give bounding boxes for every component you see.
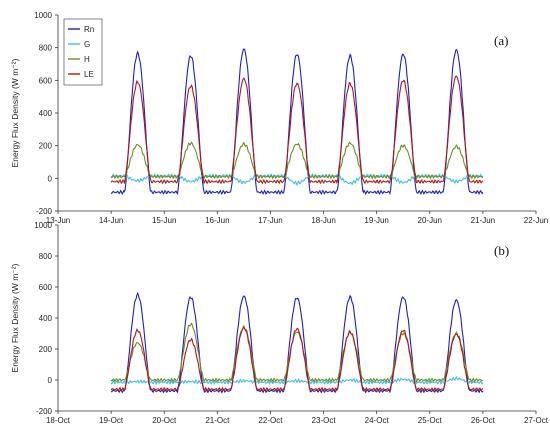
legend-label: G: [84, 40, 90, 49]
series-line-g: [110, 375, 484, 386]
panel-label: (a): [494, 33, 508, 48]
y-tick-label: 800: [39, 252, 53, 261]
y-axis-label: Energy Flux Density (W m⁻²): [10, 58, 20, 167]
legend-label: Rn: [84, 25, 94, 34]
y-tick-label: 1000: [34, 11, 52, 20]
y-axis-label: Energy Flux Density (W m⁻²): [10, 263, 20, 372]
series-line-h: [110, 141, 484, 180]
y-tick-label: 200: [39, 142, 53, 151]
x-tick-label: 22-Jun: [524, 216, 548, 225]
x-tick-label: 16-Jun: [205, 216, 229, 225]
panel-b: -200 0 200 400 600 800 1000 18-Oct 19-Oct 20-Oct 2…: [10, 221, 549, 425]
legend-label: H: [84, 55, 90, 64]
y-tick-label: 600: [39, 76, 53, 85]
x-tick-label: 13-Jun: [46, 216, 70, 225]
x-tick-label: 23-Oct: [312, 416, 337, 425]
y-tick-label: 200: [39, 345, 53, 354]
y-tick-label: 400: [39, 314, 53, 323]
series-line-g: [110, 173, 484, 187]
x-tick-label: 20-Oct: [152, 416, 177, 425]
x-tick-label: 24-Oct: [365, 416, 390, 425]
x-tick-label: 15-Jun: [152, 216, 176, 225]
x-tick-label: 18-Oct: [46, 416, 71, 425]
y-tick-label: 1000: [34, 221, 52, 230]
x-tick-label: 17-Jun: [258, 216, 282, 225]
x-tick-label: 14-Jun: [99, 216, 123, 225]
x-tick-label: 26-Oct: [471, 416, 496, 425]
x-tick-label: 20-Jun: [418, 216, 442, 225]
x-tick-label: 21-Jun: [471, 216, 495, 225]
panel-a: -200 0 200 400 600 800 1000 13-Jun 14-Jun 15-Jun 1…: [10, 11, 548, 225]
x-tick-label: 21-Oct: [205, 416, 230, 425]
series-line-rn: [110, 291, 484, 394]
y-tick-label: -200: [36, 207, 53, 216]
y-tick-label: 800: [39, 44, 53, 53]
x-tick-label: 25-Oct: [418, 416, 443, 425]
y-tick-label: 600: [39, 283, 53, 292]
series-line-le: [110, 75, 484, 185]
y-tick-label: 0: [48, 174, 53, 183]
series-line-h: [110, 322, 484, 383]
y-tick-label: -200: [36, 407, 53, 416]
x-tick-label: 19-Oct: [99, 416, 124, 425]
y-tick-label: 0: [48, 376, 53, 385]
series-line-rn: [110, 48, 484, 196]
y-tick-label: 400: [39, 109, 53, 118]
x-tick-label: 18-Jun: [311, 216, 335, 225]
x-tick-label: 19-Jun: [364, 216, 388, 225]
panel-label: (b): [494, 243, 509, 258]
x-tick-label: 22-Oct: [258, 416, 283, 425]
series-line-le: [110, 326, 484, 392]
x-tick-label: 27-Oct: [524, 416, 549, 425]
legend-label: LE: [84, 70, 94, 79]
